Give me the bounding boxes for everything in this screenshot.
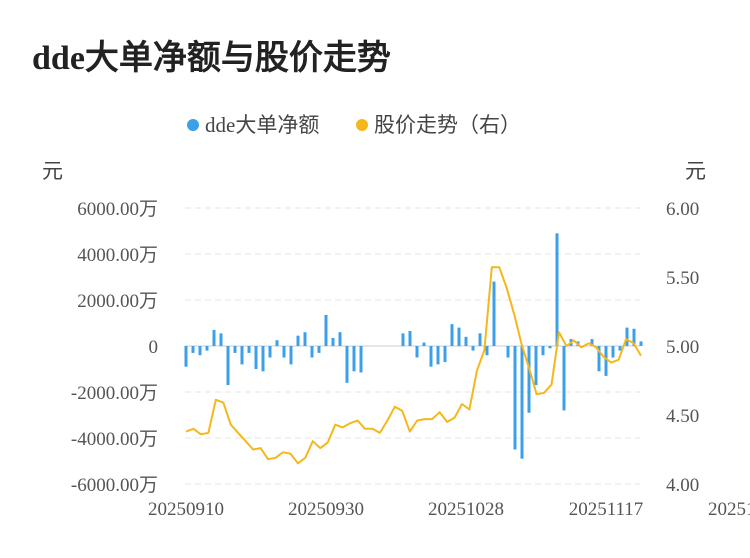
bar — [261, 346, 265, 372]
bar — [191, 346, 195, 353]
bar — [247, 346, 251, 353]
right-tick-label: 4.50 — [666, 406, 699, 427]
bar — [352, 346, 356, 372]
right-axis-unit: 元 — [685, 159, 706, 183]
bar — [254, 346, 258, 369]
legend: dde大单净额 股价走势（右） — [187, 113, 521, 137]
left-axis-ticks: 6000.00万 4000.00万 2000.00万 0 -2000.00万 -4000.… — [71, 199, 158, 496]
bar — [604, 346, 608, 376]
left-tick-label: -6000.00万 — [71, 475, 158, 496]
bar — [548, 346, 552, 349]
bar — [513, 346, 517, 450]
bar — [457, 327, 461, 346]
bar — [443, 346, 447, 363]
bar — [562, 346, 566, 411]
x-tick-label: 20251205 — [708, 499, 750, 520]
bar — [632, 328, 636, 346]
x-tick-label: 20250910 — [148, 499, 224, 520]
left-tick-label: 6000.00万 — [77, 199, 158, 220]
left-tick-label: 0 — [149, 337, 159, 358]
x-axis-ticks: 20250910 20250930 20251028 20251117 20251205 — [148, 499, 750, 520]
bar — [310, 346, 314, 358]
bar — [219, 333, 223, 346]
bar — [331, 337, 335, 346]
line-series — [185, 266, 642, 465]
price-line — [185, 266, 642, 465]
bar — [464, 336, 468, 346]
left-tick-label: 4000.00万 — [77, 245, 158, 266]
left-tick-label: -2000.00万 — [71, 383, 158, 404]
bar — [639, 341, 643, 346]
bar — [415, 346, 419, 358]
bar — [534, 346, 538, 386]
legend-marker-line — [356, 119, 368, 131]
bar — [359, 346, 363, 373]
bar — [317, 346, 321, 353]
x-tick-label: 20251028 — [428, 499, 504, 520]
left-axis-unit: 元 — [42, 159, 63, 183]
bar — [471, 346, 475, 351]
bar — [275, 340, 279, 346]
bar — [597, 346, 601, 372]
bar — [618, 346, 622, 351]
left-tick-label: 2000.00万 — [77, 291, 158, 312]
bar — [205, 346, 209, 351]
bar — [450, 324, 454, 346]
bar — [338, 332, 342, 346]
bar — [478, 333, 482, 346]
bar — [625, 327, 629, 346]
bar — [520, 346, 524, 459]
bar — [590, 339, 594, 346]
right-tick-label: 5.00 — [666, 337, 699, 358]
legend-marker-bar — [187, 119, 199, 131]
bar — [436, 346, 440, 365]
bar — [324, 314, 328, 346]
bar — [345, 346, 349, 383]
bar — [527, 346, 531, 413]
bar — [226, 346, 230, 386]
right-tick-label: 5.50 — [666, 268, 699, 289]
bar — [408, 331, 412, 346]
right-tick-label: 4.00 — [666, 475, 699, 496]
bar — [289, 346, 293, 365]
legend-label-line: 股价走势（右） — [374, 113, 521, 137]
bar — [282, 346, 286, 358]
x-tick-label: 20250930 — [288, 499, 364, 520]
bar — [401, 333, 405, 346]
bar — [296, 335, 300, 346]
right-tick-label: 6.00 — [666, 199, 699, 220]
bar — [485, 346, 489, 356]
bar — [212, 329, 216, 346]
x-tick-label: 20251117 — [569, 499, 644, 520]
bar — [233, 346, 237, 353]
bar — [506, 346, 510, 358]
right-axis-ticks: 6.00 5.50 5.00 4.50 4.00 — [666, 199, 699, 496]
left-tick-label: -4000.00万 — [71, 429, 158, 450]
bar — [198, 346, 202, 356]
bar — [184, 346, 188, 367]
bar — [555, 233, 559, 346]
bar — [429, 346, 433, 367]
bar — [422, 342, 426, 346]
bar — [268, 346, 272, 358]
bar — [303, 332, 307, 346]
bar — [611, 346, 615, 358]
bar — [492, 281, 496, 346]
legend-label-bar: dde大单净额 — [205, 113, 319, 137]
bar — [541, 346, 545, 356]
chart-title: dde大单净额与股价走势 — [32, 40, 391, 77]
bar — [240, 346, 244, 365]
